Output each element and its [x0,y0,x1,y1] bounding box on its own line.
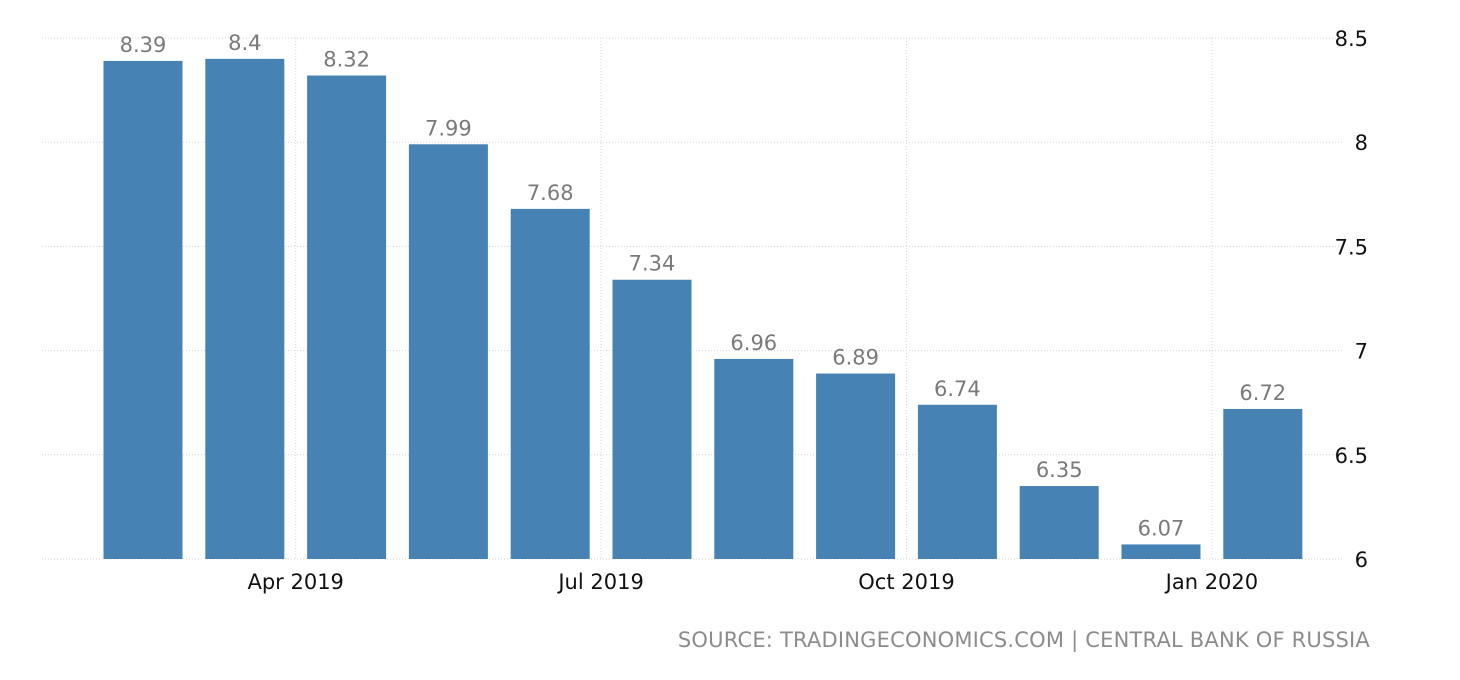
bar [1121,544,1201,559]
y-tick-label: 6 [1355,548,1368,572]
bar [917,404,997,559]
data-label: 7.68 [527,181,574,205]
y-tick-label: 6.5 [1335,444,1368,468]
bar [816,373,896,559]
data-label: 7.99 [425,116,472,140]
data-label: 6.72 [1239,381,1286,405]
data-label: 7.34 [629,252,676,276]
data-label: 8.4 [228,31,261,55]
data-label: 6.96 [730,331,777,355]
x-tick-label: Jul 2019 [556,570,643,594]
bar [307,75,387,560]
data-label: 8.32 [323,48,370,72]
bar [510,208,590,559]
bar [408,144,488,559]
bar [103,60,183,559]
bar [1019,486,1099,559]
bar-chart: 6 6.5 7 7.5 8 8.5 Apr 2019 Jul 2019 Oct 2019 Jan … [42,27,1368,594]
data-label: 6.74 [934,377,981,401]
bar [714,358,794,559]
bar [612,279,692,559]
data-label: 6.35 [1036,458,1083,482]
y-tick-label: 8.5 [1335,27,1368,51]
source-note: SOURCE: TRADINGECONOMICS.COM | CENTRAL B… [677,628,1370,652]
y-tick-label: 8 [1355,131,1368,155]
data-label: 8.39 [120,33,167,57]
bar [1223,408,1303,559]
data-label: 6.89 [832,346,879,370]
y-tick-label: 7.5 [1335,235,1368,259]
data-label: 6.07 [1138,516,1185,540]
x-tick-label: Jan 2020 [1164,570,1259,594]
bar [205,58,285,560]
x-tick-label: Oct 2019 [858,570,954,594]
y-tick-label: 7 [1355,340,1368,364]
x-tick-label: Apr 2019 [247,570,343,594]
